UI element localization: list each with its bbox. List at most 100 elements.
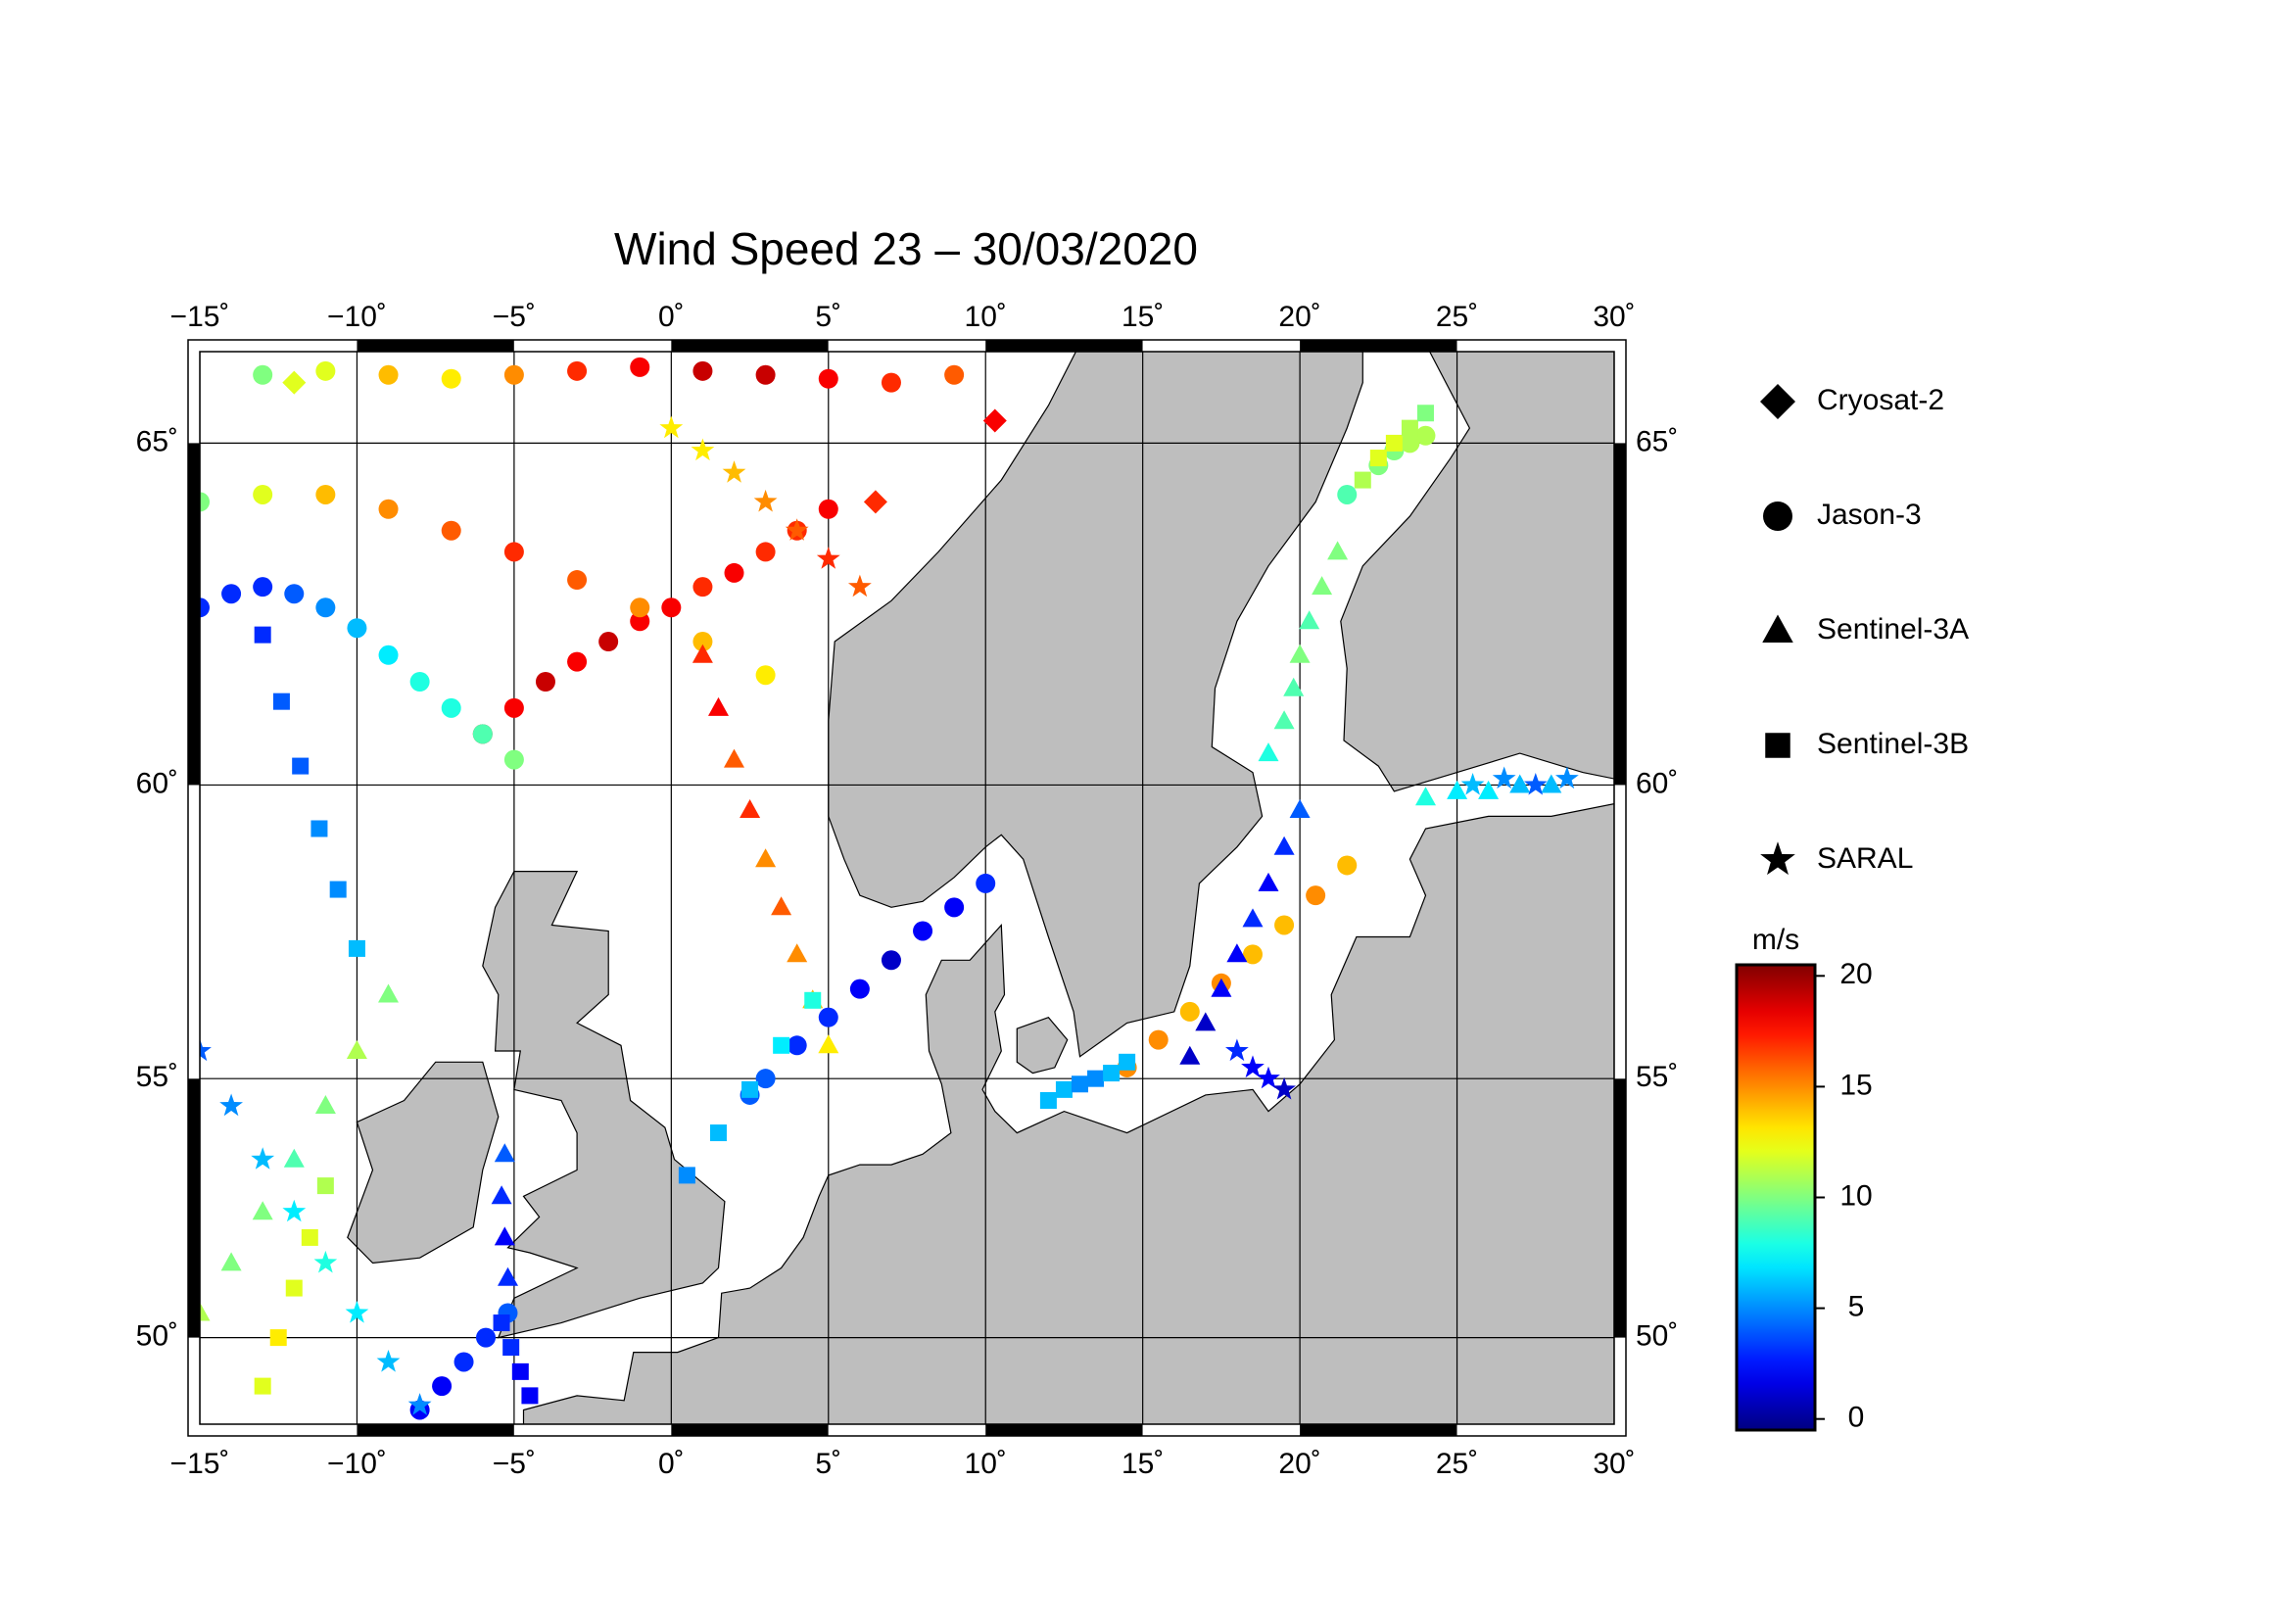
data-point xyxy=(348,939,365,957)
x-tick-label: 30˚ xyxy=(1593,1448,1635,1480)
frame-segment xyxy=(1142,340,1301,352)
data-point xyxy=(944,897,965,918)
data-point xyxy=(787,943,808,963)
data-point xyxy=(1273,836,1295,855)
legend-marker xyxy=(1760,841,1795,876)
y-tick-label: 55˚ xyxy=(1636,1061,1678,1093)
data-point xyxy=(316,1177,334,1195)
data-point xyxy=(441,368,461,389)
y-tick-label: 65˚ xyxy=(136,425,178,457)
data-point xyxy=(755,364,776,385)
frame-segment xyxy=(985,340,1143,352)
data-point xyxy=(1400,433,1420,454)
frame-segment xyxy=(188,443,200,786)
frame-segment xyxy=(985,1424,1143,1436)
frame-segment xyxy=(828,340,986,352)
data-point xyxy=(472,724,493,744)
frame-segment xyxy=(513,1424,672,1436)
data-point xyxy=(692,632,713,652)
data-point xyxy=(1416,405,1434,422)
data-point xyxy=(253,364,273,385)
colorbar-tick-label: 10 xyxy=(1839,1179,1872,1212)
data-point xyxy=(1226,943,1248,963)
data-point xyxy=(1541,774,1562,793)
land xyxy=(522,803,1614,1424)
legend-marker xyxy=(1762,614,1793,643)
data-point xyxy=(1283,677,1305,696)
colorbar xyxy=(1735,963,1817,1432)
data-point xyxy=(598,632,619,652)
data-point xyxy=(1555,766,1579,789)
map-layer xyxy=(200,352,1614,1424)
data-point xyxy=(567,360,588,381)
x-tick-label: 0˚ xyxy=(658,1448,685,1480)
frame-segment xyxy=(1614,1078,1626,1338)
data-point xyxy=(453,1352,474,1372)
frame-segment xyxy=(513,340,672,352)
y-tick-label: 50˚ xyxy=(1636,1320,1678,1353)
data-point xyxy=(284,584,305,604)
frame-segment xyxy=(828,1424,986,1436)
data-point xyxy=(787,1035,807,1056)
data-point xyxy=(1225,1038,1249,1062)
data-point xyxy=(755,848,777,868)
data-point xyxy=(753,489,778,512)
legend-label: Cryosat-2 xyxy=(1817,384,1944,416)
data-point xyxy=(1195,1012,1217,1031)
data-point xyxy=(1354,471,1371,489)
data-point xyxy=(692,644,713,663)
data-point xyxy=(691,438,715,461)
data-point xyxy=(432,1376,453,1397)
data-point xyxy=(1241,1055,1265,1078)
data-point xyxy=(221,584,242,604)
data-point xyxy=(818,499,838,519)
data-point xyxy=(1087,1070,1105,1087)
legend-marker xyxy=(1760,384,1795,419)
x-tick-label: 25˚ xyxy=(1436,1448,1478,1480)
frame-segment xyxy=(1456,1424,1614,1436)
data-point xyxy=(314,1095,336,1114)
data-point xyxy=(722,460,746,483)
x-tick-label: −5˚ xyxy=(493,1448,536,1480)
data-point xyxy=(567,570,588,591)
data-point xyxy=(741,1080,759,1098)
frame-segment xyxy=(188,1078,200,1338)
data-point xyxy=(1273,710,1295,730)
x-tick-label: 15˚ xyxy=(1122,1448,1164,1480)
data-point xyxy=(709,1124,727,1142)
x-tick-label: −15˚ xyxy=(170,301,230,333)
data-point xyxy=(503,542,524,562)
data-point xyxy=(1119,1053,1136,1071)
data-point xyxy=(272,693,290,710)
data-point xyxy=(503,697,524,718)
y-tick-label: 55˚ xyxy=(136,1061,178,1093)
data-point xyxy=(740,799,761,818)
data-point xyxy=(1327,541,1349,560)
data-point xyxy=(310,820,328,837)
data-point xyxy=(1415,425,1436,446)
data-point xyxy=(881,372,901,393)
data-point xyxy=(220,1252,242,1271)
data-point xyxy=(630,357,650,377)
data-point xyxy=(1179,1045,1201,1065)
frame-segment xyxy=(1456,340,1614,352)
data-point xyxy=(315,597,336,618)
data-point xyxy=(1369,450,1387,467)
land xyxy=(1340,352,1614,792)
legend-label: Sentinel-3B xyxy=(1817,728,1969,760)
data-point xyxy=(976,873,996,893)
data-point xyxy=(200,597,210,618)
data-point xyxy=(863,490,887,514)
x-tick-label: 10˚ xyxy=(965,301,1007,333)
data-point xyxy=(378,499,399,519)
data-point xyxy=(511,1362,529,1380)
data-point xyxy=(441,697,461,718)
data-point xyxy=(269,1329,287,1347)
data-point xyxy=(1299,610,1320,630)
data-point xyxy=(818,1007,838,1027)
frame-segment xyxy=(188,785,200,1079)
data-point xyxy=(630,597,650,618)
data-point xyxy=(1415,787,1436,806)
map-frame xyxy=(199,351,1615,1425)
frame-segment xyxy=(1300,1424,1457,1436)
